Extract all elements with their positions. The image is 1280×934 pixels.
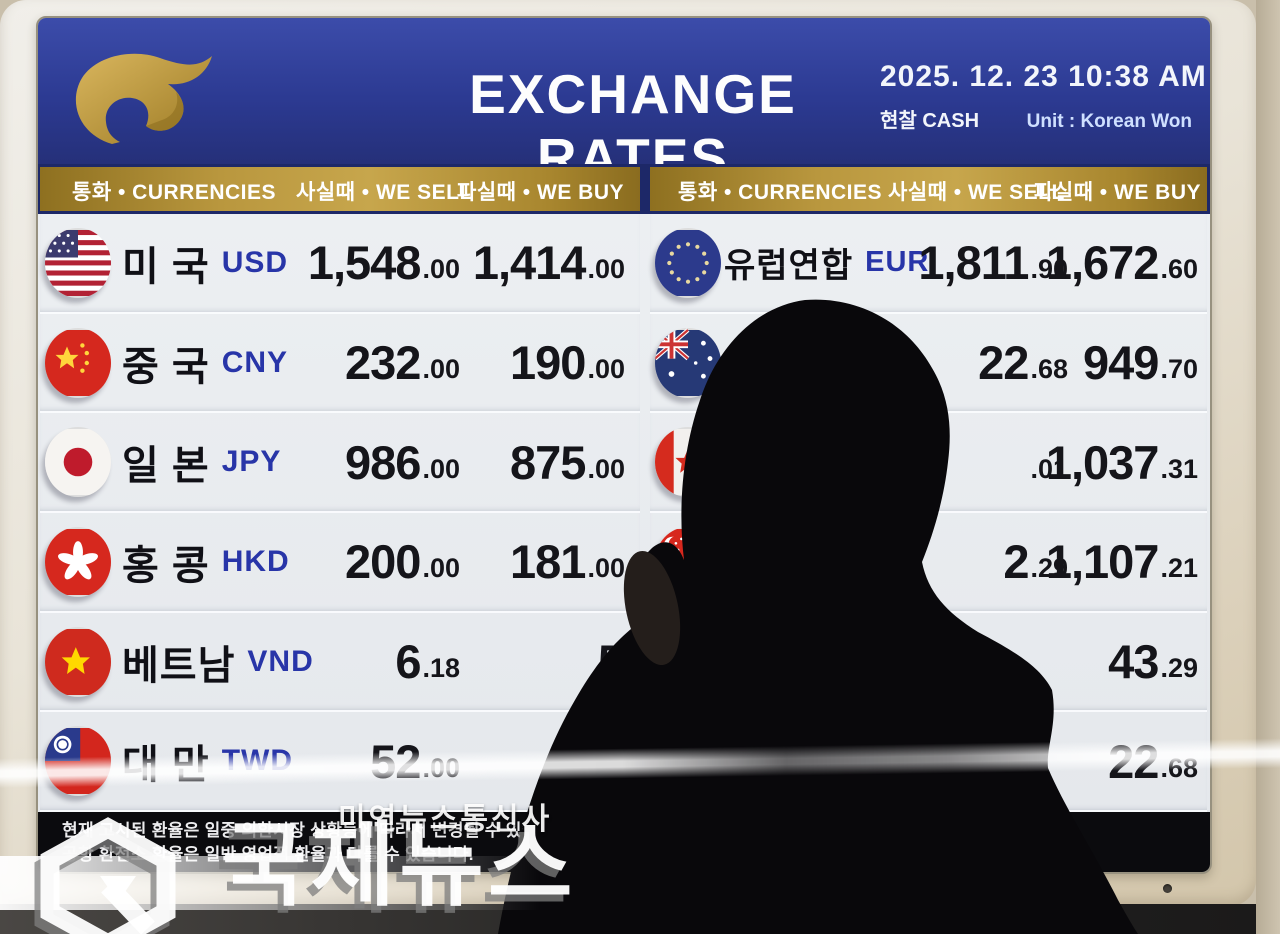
currency-name: 유럽연합: [724, 247, 854, 286]
sell-rate: 232.00: [345, 336, 460, 389]
table-row-usd: 미 국 USD 1,548.00 1,414.00: [40, 214, 640, 314]
table-row-cny: 중 국 CNY 232.00 190.00: [40, 314, 640, 414]
buy-rate: 875.00: [510, 435, 625, 489]
currency-name: 중 국: [122, 344, 210, 389]
currency-name: 일 본: [122, 444, 210, 489]
news-agency-name: 국제뉴스: [222, 815, 577, 917]
news-agency-watermark-small: 미연뉴스통신사: [338, 803, 553, 836]
rate-column-left: 미 국 USD 1,548.00 1,414.00 중 국 CNY 232.00 1…: [40, 214, 640, 813]
currency-name: 미 국: [122, 244, 210, 289]
screen-header: EXCHANGE RATES 2025. 12. 23 10:38 AM 현찰 …: [38, 18, 1210, 189]
buy-rate: 181.00: [510, 535, 625, 589]
currency-code: USD: [221, 245, 289, 279]
col-currencies-label: 통화 • CURRENCIES: [678, 181, 883, 204]
sell-rate: 1,548.00: [307, 236, 460, 290]
bezel-glare: [0, 856, 540, 910]
buy-rate: 1,414.00: [472, 236, 625, 290]
currency-code: JPY: [221, 445, 282, 479]
bank-logo-icon: [75, 53, 212, 144]
table-row-eur: 유럽연합 EUR 1,811.90 1,672.60: [650, 214, 1207, 314]
column-header-bar: 통화 • CURRENCIES 사실때 • WE SELL 파실때 • WE B…: [38, 164, 1210, 214]
table-row-hkd: 홍 콩 HKD 200.00 181.00: [40, 513, 640, 613]
col-we-sell-label: 사실때 • WE SELL: [888, 181, 1065, 204]
vn-flag-icon: [45, 626, 111, 697]
page-title: EXCHANGE RATES: [469, 63, 797, 189]
column-header-right: 통화 • CURRENCIES 사실때 • WE SELL 파실때 • WE B…: [650, 167, 1207, 211]
buy-rate: 949.70: [1083, 336, 1198, 389]
rate-column-right: 유럽연합 EUR 1,811.90 1,672.60 22.6: [650, 214, 1207, 813]
col-we-buy-label: 파실때 • WE BUY: [1034, 181, 1201, 204]
buy-rate: 1,672.60: [1045, 236, 1198, 290]
eu-flag-icon: [655, 228, 721, 298]
date-time: 2025. 12. 23 10:38 AM: [880, 60, 1207, 93]
table-row-hidden: 43.29: [650, 613, 1207, 713]
col-currencies-label: 통화 • CURRENCIES: [72, 181, 277, 204]
buy-rate: 43.29: [1108, 635, 1198, 689]
currency-code: VND: [247, 644, 314, 678]
us-flag-icon: [45, 228, 111, 298]
buy-rate: 1,107.21: [1045, 535, 1198, 589]
wall: [1256, 0, 1280, 934]
news-agency-watermark: 국제뉴스: [8, 816, 577, 934]
column-header-left: 통화 • CURRENCIES 사실때 • WE SELL 파실때 • WE B…: [40, 167, 640, 211]
col-we-sell-label: 사실때 • WE SELL: [296, 181, 473, 204]
col-we-buy-label: 파실때 • WE BUY: [457, 181, 624, 204]
currency-name: 베트남: [122, 643, 236, 688]
news-agency-logo-icon: [34, 817, 176, 934]
monitor-power-led: [1163, 884, 1172, 893]
cash-label: 현찰 CASH: [880, 110, 980, 132]
datetime-block: 2025. 12. 23 10:38 AM 현찰 CASH Unit : Kor…: [880, 60, 1207, 133]
hk-flag-icon: [45, 527, 111, 598]
currency-name: 홍 콩: [122, 543, 210, 588]
sell-rate: 200.00: [345, 535, 460, 589]
currency-code: CNY: [221, 345, 289, 379]
sell-rate: 1,811.90: [918, 236, 1068, 290]
buy-rate: 5: [597, 635, 624, 689]
unit-label: Unit : Korean Won: [1026, 111, 1192, 132]
buy-rate: 190.00: [510, 336, 625, 389]
jp-flag-icon: [45, 427, 111, 498]
sell-rate: 986.00: [345, 435, 460, 489]
buy-rate: 1,037.31: [1045, 435, 1198, 489]
table-row-aud: 22.68 949.70: [650, 314, 1207, 414]
cn-flag-icon: [45, 327, 111, 398]
currency-code: HKD: [221, 544, 290, 578]
table-row-jpy: 일 본 JPY 986.00 875.00: [40, 413, 640, 514]
table-row-partially-hidden-1: .01 1,037.31: [650, 413, 1207, 514]
rate-table: 미 국 USD 1,548.00 1,414.00 중 국 CNY 232.00 1…: [38, 214, 1210, 813]
table-row-vnd: 베트남 VND 6.18 5: [40, 613, 640, 713]
sell-rate: 6.18: [395, 635, 460, 689]
table-row-partially-hidden-2: 2.29 1,107.21: [650, 513, 1207, 613]
currency-code: EUR: [865, 246, 930, 279]
